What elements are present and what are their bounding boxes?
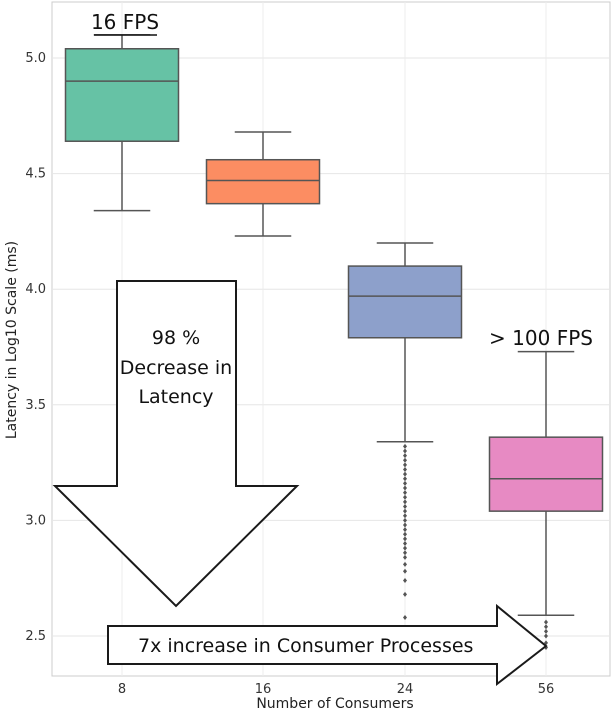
outlier-56-3	[544, 633, 548, 639]
outlier-24-6	[403, 471, 407, 477]
down-arrow-text-line-2: Decrease in	[120, 357, 232, 379]
fps-label-top-left: 16 FPS	[91, 10, 159, 34]
outlier-24-22	[403, 545, 407, 551]
x-tick-labels: 8 16 24 56	[118, 682, 554, 697]
x-tick-label-2: 24	[397, 682, 414, 697]
box-layer	[64, 34, 604, 651]
outlier-56-1	[544, 624, 548, 630]
box-56	[488, 436, 604, 512]
x-axis-label: Number of Consumers	[256, 696, 413, 712]
outlier-24-2	[403, 453, 407, 459]
outlier-24-21	[403, 541, 407, 547]
outlier-56-0	[544, 619, 548, 625]
y-tick-label-4: 4.5	[25, 167, 46, 182]
outlier-24-26	[403, 568, 407, 574]
outlier-24-16	[403, 517, 407, 523]
x-tick-label-0: 8	[118, 682, 126, 697]
outlier-24-3	[403, 457, 407, 463]
box-24	[347, 265, 463, 339]
fps-label-right: > 100 FPS	[489, 326, 593, 350]
outlier-24-15	[403, 513, 407, 519]
outlier-24-12	[403, 499, 407, 505]
box-group-16	[205, 131, 321, 237]
y-tick-label-3: 4.0	[25, 282, 46, 297]
down-arrow-text-line-3: Latency	[138, 386, 213, 408]
outlier-24-10	[403, 490, 407, 496]
x-tick-label-1: 16	[255, 682, 272, 697]
y-tick-label-1: 3.0	[25, 513, 46, 528]
box-group-24	[347, 242, 463, 621]
outlier-24-18	[403, 527, 407, 533]
box-group-8	[64, 34, 180, 212]
right-arrow-text: 7x increase in Consumer Processes	[138, 635, 473, 657]
y-tick-labels: 2.5 3.0 3.5 4.0 4.5 5.0	[25, 51, 46, 644]
outlier-24-9	[403, 485, 407, 491]
box-16	[205, 158, 321, 205]
y-tick-label-0: 2.5	[25, 629, 46, 644]
outlier-24-0	[403, 443, 407, 449]
y-tick-label-2: 3.5	[25, 398, 46, 413]
outlier-24-28	[403, 591, 407, 597]
y-tick-label-5: 5.0	[25, 51, 46, 66]
outlier-24-25	[403, 561, 407, 567]
outlier-56-2	[544, 628, 548, 634]
outlier-24-29	[403, 615, 407, 621]
y-axis-label: Latency in Log10 Scale (ms)	[4, 241, 20, 439]
outlier-24-19	[403, 531, 407, 537]
outlier-24-1	[403, 448, 407, 454]
outlier-24-24	[403, 554, 407, 560]
outlier-24-14	[403, 508, 407, 514]
outlier-24-7	[403, 476, 407, 482]
right-arrow-shape	[107, 603, 548, 687]
box-group-56	[488, 350, 604, 651]
down-arrow-shape	[52, 280, 300, 608]
outlier-24-23	[403, 550, 407, 556]
outlier-24-8	[403, 480, 407, 486]
outlier-24-5	[403, 467, 407, 473]
outlier-24-20	[403, 536, 407, 542]
box-8	[64, 48, 180, 142]
outlier-24-17	[403, 522, 407, 528]
x-tick-label-3: 56	[538, 682, 555, 697]
down-arrow-text-line-1: 98 %	[152, 327, 200, 349]
outlier-24-4	[403, 462, 407, 468]
outlier-24-11	[403, 494, 407, 500]
outlier-24-27	[403, 578, 407, 584]
outlier-24-13	[403, 504, 407, 510]
